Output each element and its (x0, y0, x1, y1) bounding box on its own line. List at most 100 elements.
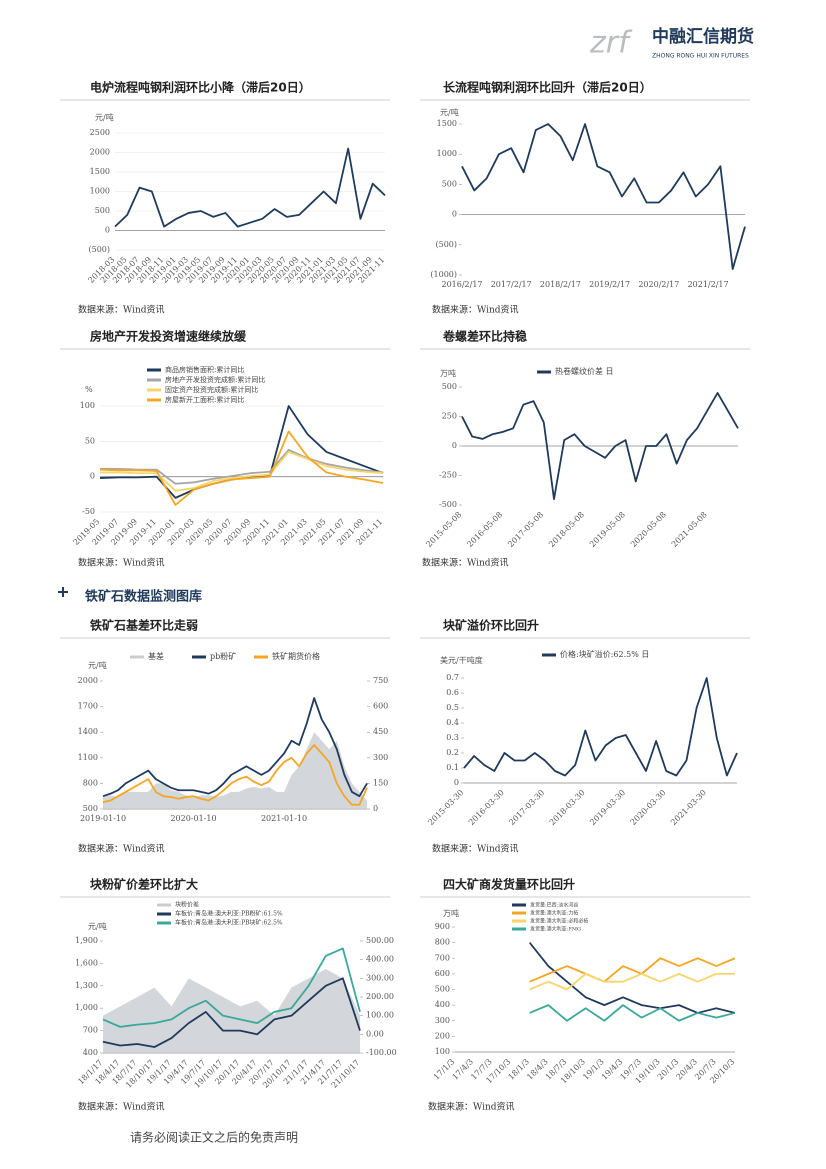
legend-label: 基差 (148, 651, 164, 661)
y2-tick-label: 450 (373, 727, 388, 736)
axis-unit: 元/吨 (440, 107, 459, 117)
y-tick-label: 0 (452, 210, 457, 219)
x-tick-label: 2015-03-30 (426, 788, 465, 827)
y-tick-label: 500 (83, 804, 98, 813)
y2-tick-label: 400.00 (366, 955, 394, 964)
x-tick-label: 2020-03-30 (629, 788, 668, 827)
chart-source: 数据来源：Wind资讯 (422, 557, 509, 569)
line (102, 744, 368, 806)
line (463, 677, 738, 777)
legend-label: 商品房销售面积:累计同比 (165, 365, 244, 374)
y-tick-label: 800 (435, 938, 450, 947)
legend-label: 价格:块矿溢价:62.5% 日 (560, 649, 649, 659)
legend-swatch (147, 368, 161, 372)
axis-unit: % (85, 385, 93, 394)
legend-swatch (512, 903, 526, 907)
legend-swatch (147, 388, 161, 392)
legend-label: 房屋新开工面积:累计同比 (165, 395, 244, 404)
y2-tick-label: 500.00 (366, 936, 394, 945)
x-tick-label: 2016-05-08 (465, 510, 504, 549)
legend-label: 热卷螺纹价差 日 (555, 366, 614, 376)
x-tick-label: 2021-05-08 (670, 510, 709, 549)
legend-swatch (147, 378, 161, 382)
legend-label: 发货量:澳大利亚:必和必拓 (530, 918, 588, 925)
y-tick-label: 2500 (90, 128, 110, 137)
y-tick-label: 1,000 (75, 1003, 98, 1012)
x-tick-label: 2018-05-08 (547, 510, 586, 549)
y-tick-label: 0.3 (446, 733, 459, 742)
y-tick-label: -250 (439, 471, 457, 480)
y2-tick-label: 750 (373, 676, 388, 685)
y-tick-label: 500 (435, 985, 450, 994)
y-tick-label: 700 (435, 953, 450, 962)
x-tick-label: 2018/2/17 (540, 280, 581, 289)
legend-swatch (157, 921, 171, 925)
legend-swatch (512, 927, 526, 931)
y-tick-label: 1,900 (75, 936, 98, 945)
chart-title: 四大矿商发货量环比回升 (443, 877, 575, 892)
chart-title: 块粉矿价差环比扩大 (90, 877, 198, 892)
y-tick-label: 600 (435, 969, 450, 978)
legend-label: 车板价:青岛港:澳大利亚:PB块矿:62.5% (175, 919, 283, 927)
y-tick-label: 100 (80, 401, 95, 410)
axis-unit: 万吨 (440, 368, 456, 378)
line (461, 392, 739, 500)
y-tick-label: (500) (435, 240, 457, 249)
x-tick-label: 2017/2/17 (491, 280, 532, 289)
y-tick-label: 0.6 (446, 688, 459, 697)
y-tick-label: -50 (82, 507, 95, 516)
x-tick-label: 2021-03-30 (669, 788, 708, 827)
x-tick-label: 2019-05-08 (588, 510, 627, 549)
legend-swatch (542, 653, 556, 657)
legend-swatch (537, 370, 551, 374)
x-tick-label: 2015-05-08 (424, 510, 463, 549)
chart-source: 数据来源：Wind资讯 (78, 304, 165, 316)
line (114, 147, 386, 228)
legend-swatch (192, 655, 206, 659)
legend-swatch (147, 398, 161, 402)
x-tick-label: 2019/2/17 (589, 280, 630, 289)
y-tick-label: 1,300 (75, 981, 98, 990)
y-tick-label: 1500 (437, 119, 457, 128)
section-icon (58, 587, 68, 597)
y2-tick-label: 300 (373, 753, 388, 762)
x-tick-label: 2020-01-10 (170, 814, 216, 823)
y-tick-label: 0.1 (446, 763, 459, 772)
x-tick-label: 2020/2/17 (638, 280, 679, 289)
x-tick-label: 2019-01-10 (80, 814, 126, 823)
area (103, 969, 360, 1053)
logo-mark: zrf (589, 26, 633, 61)
legend-label: 铁矿期货价格 (272, 651, 320, 661)
chart-source: 数据来源：Wind资讯 (428, 1101, 515, 1113)
legend-label: 发货量:澳大利亚:FMG (530, 926, 581, 933)
area (103, 732, 367, 809)
x-tick-label: 2021-01-10 (261, 814, 307, 823)
chart-title: 铁矿石基差环比走弱 (90, 618, 198, 633)
y2-tick-label: -100.00 (366, 1048, 397, 1057)
line (100, 448, 384, 485)
y2-tick-label: 100.00 (366, 1011, 394, 1020)
line (529, 1004, 736, 1022)
x-tick-label: 2017-03-30 (507, 788, 546, 827)
x-tick-label: 2016/2/17 (441, 280, 482, 289)
y-tick-label: 0.4 (446, 718, 459, 727)
line (529, 972, 735, 991)
legend-label: 固定资产投资完成额:累计同比 (165, 385, 258, 394)
legend-label: 房地产开发投资完成额:累计同比 (165, 375, 265, 384)
y-tick-label: 500 (95, 206, 110, 215)
y-tick-label: 300 (435, 1016, 450, 1025)
line (102, 697, 368, 798)
line (461, 123, 746, 270)
legend-label: 车板价:青岛港:澳大利亚:PB粉矿:61.5% (175, 910, 283, 918)
legend-label: pb粉矿 (210, 651, 236, 661)
y-tick-label: 50 (85, 436, 95, 445)
y2-tick-label: 600 (373, 702, 388, 711)
chart-title: 长流程吨钢利润环比回升（滞后20日） (443, 80, 652, 95)
x-tick-label: 2020-05-08 (629, 510, 668, 549)
y-tick-label: 700 (83, 1026, 98, 1035)
y-tick-label: 500 (442, 382, 457, 391)
section-heading: 铁矿石数据监测图库 (84, 589, 202, 605)
y-tick-label: 900 (435, 922, 450, 931)
